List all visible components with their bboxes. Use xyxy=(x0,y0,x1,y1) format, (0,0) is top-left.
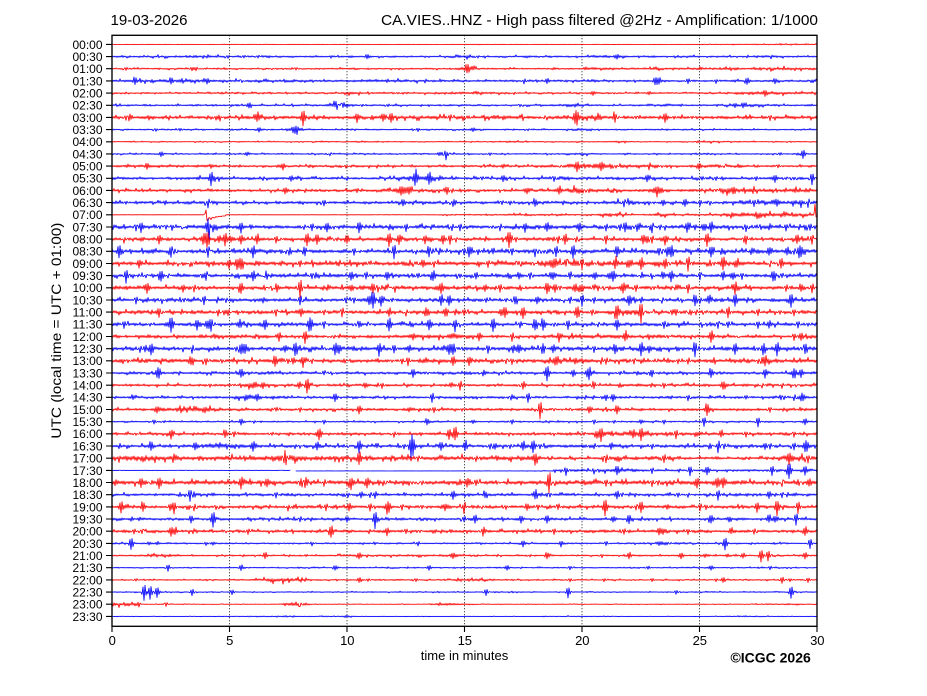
svg-text:09:30: 09:30 xyxy=(73,269,103,283)
svg-text:20: 20 xyxy=(575,633,589,648)
svg-text:19-03-2026: 19-03-2026 xyxy=(111,12,188,29)
svg-text:10: 10 xyxy=(340,633,354,648)
svg-text:30: 30 xyxy=(810,633,824,648)
svg-text:0: 0 xyxy=(109,633,116,648)
svg-text:19:30: 19:30 xyxy=(73,512,103,526)
svg-text:25: 25 xyxy=(693,633,707,648)
svg-text:11:30: 11:30 xyxy=(73,318,103,332)
svg-text:12:00: 12:00 xyxy=(73,330,103,344)
svg-text:22:30: 22:30 xyxy=(73,586,103,600)
svg-text:13:00: 13:00 xyxy=(73,354,103,368)
svg-text:18:30: 18:30 xyxy=(73,488,103,502)
svg-text:17:30: 17:30 xyxy=(73,464,103,478)
svg-text:02:30: 02:30 xyxy=(73,99,103,113)
svg-text:08:00: 08:00 xyxy=(73,233,103,247)
svg-text:©ICGC 2026: ©ICGC 2026 xyxy=(730,650,811,666)
svg-text:CA.VIES..HNZ - High pass filte: CA.VIES..HNZ - High pass filtered @2Hz -… xyxy=(381,12,818,29)
svg-text:5: 5 xyxy=(226,633,233,648)
svg-text:06:30: 06:30 xyxy=(73,196,103,210)
svg-text:14:00: 14:00 xyxy=(73,379,103,393)
svg-text:20:30: 20:30 xyxy=(73,537,103,551)
svg-text:23:30: 23:30 xyxy=(73,610,103,624)
svg-text:20:00: 20:00 xyxy=(73,525,103,539)
svg-text:time in minutes: time in minutes xyxy=(421,648,509,663)
svg-text:17:00: 17:00 xyxy=(73,452,103,466)
svg-text:05:00: 05:00 xyxy=(73,160,103,174)
svg-text:08:30: 08:30 xyxy=(73,245,103,259)
svg-text:03:00: 03:00 xyxy=(73,111,103,125)
svg-text:14:30: 14:30 xyxy=(73,391,103,405)
svg-text:15:30: 15:30 xyxy=(73,415,103,429)
svg-text:12:30: 12:30 xyxy=(73,342,103,356)
svg-text:09:00: 09:00 xyxy=(73,257,103,271)
svg-text:16:30: 16:30 xyxy=(73,439,103,453)
svg-text:00:30: 00:30 xyxy=(73,50,103,64)
svg-text:11:00: 11:00 xyxy=(73,306,103,320)
svg-text:03:30: 03:30 xyxy=(73,123,103,137)
svg-text:23:00: 23:00 xyxy=(73,598,103,612)
svg-text:01:00: 01:00 xyxy=(73,62,103,76)
svg-text:00:00: 00:00 xyxy=(73,38,103,52)
svg-text:16:00: 16:00 xyxy=(73,427,103,441)
svg-text:05:30: 05:30 xyxy=(73,172,103,186)
svg-text:15:00: 15:00 xyxy=(73,403,103,417)
svg-text:22:00: 22:00 xyxy=(73,573,103,587)
svg-text:19:00: 19:00 xyxy=(73,500,103,514)
svg-text:21:00: 21:00 xyxy=(73,549,103,563)
svg-text:21:30: 21:30 xyxy=(73,561,103,575)
svg-text:18:00: 18:00 xyxy=(73,476,103,490)
svg-text:04:00: 04:00 xyxy=(73,135,103,149)
svg-text:07:30: 07:30 xyxy=(73,220,103,234)
svg-text:02:00: 02:00 xyxy=(73,87,103,101)
svg-text:10:00: 10:00 xyxy=(73,281,103,295)
svg-text:13:30: 13:30 xyxy=(73,366,103,380)
svg-text:04:30: 04:30 xyxy=(73,147,103,161)
svg-text:UTC (local time = UTC + 01:00): UTC (local time = UTC + 01:00) xyxy=(48,223,64,439)
svg-text:06:00: 06:00 xyxy=(73,184,103,198)
svg-text:01:30: 01:30 xyxy=(73,74,103,88)
svg-text:15: 15 xyxy=(458,633,472,648)
svg-text:07:00: 07:00 xyxy=(73,208,103,222)
svg-text:10:30: 10:30 xyxy=(73,293,103,307)
